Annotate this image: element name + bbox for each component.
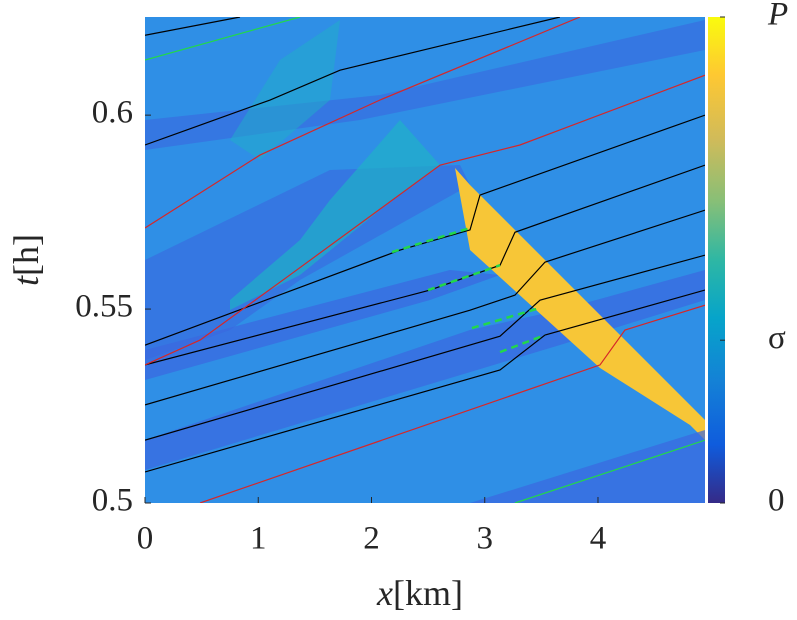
- x-tick-label: 3: [476, 521, 493, 557]
- x-tick-label: 4: [590, 521, 607, 557]
- trajectory: [145, 289, 705, 473]
- y-tick-label: 0.55: [75, 289, 133, 325]
- heatmap: [145, 17, 705, 503]
- trajectory: [145, 17, 301, 61]
- x-label-unit: [km]: [393, 573, 463, 613]
- trajectory: [427, 264, 501, 292]
- trajectory: [145, 114, 705, 346]
- x-tick-label: 2: [363, 521, 380, 557]
- trajectory: [145, 17, 561, 146]
- y-tick-label: 0.5: [92, 483, 133, 519]
- trajectory: [145, 74, 705, 366]
- colorbar-tick-label: P: [767, 0, 788, 33]
- trajectory: [391, 226, 471, 254]
- y-axis-label: t[h]: [6, 234, 46, 286]
- trajectory: [145, 209, 705, 406]
- y-label-var: t: [6, 275, 46, 286]
- trajectory: [199, 304, 705, 503]
- trajectory: [145, 254, 705, 441]
- x-label-var: x: [376, 573, 393, 613]
- trajectory: [145, 17, 241, 36]
- colorbar-tick-label: σ: [768, 320, 786, 356]
- colorbar: [708, 17, 725, 503]
- x-tick-label: 1: [250, 521, 267, 557]
- trajectory: [514, 439, 705, 503]
- y-tick-label: 0.6: [92, 95, 133, 131]
- trajectory: [145, 17, 581, 229]
- colorbar-tick-label: 0: [768, 483, 785, 519]
- trajectory: [499, 333, 546, 354]
- x-axis-label: x[km]: [376, 573, 463, 613]
- y-label-unit: [h]: [6, 234, 46, 276]
- x-tick-label: 0: [137, 521, 154, 557]
